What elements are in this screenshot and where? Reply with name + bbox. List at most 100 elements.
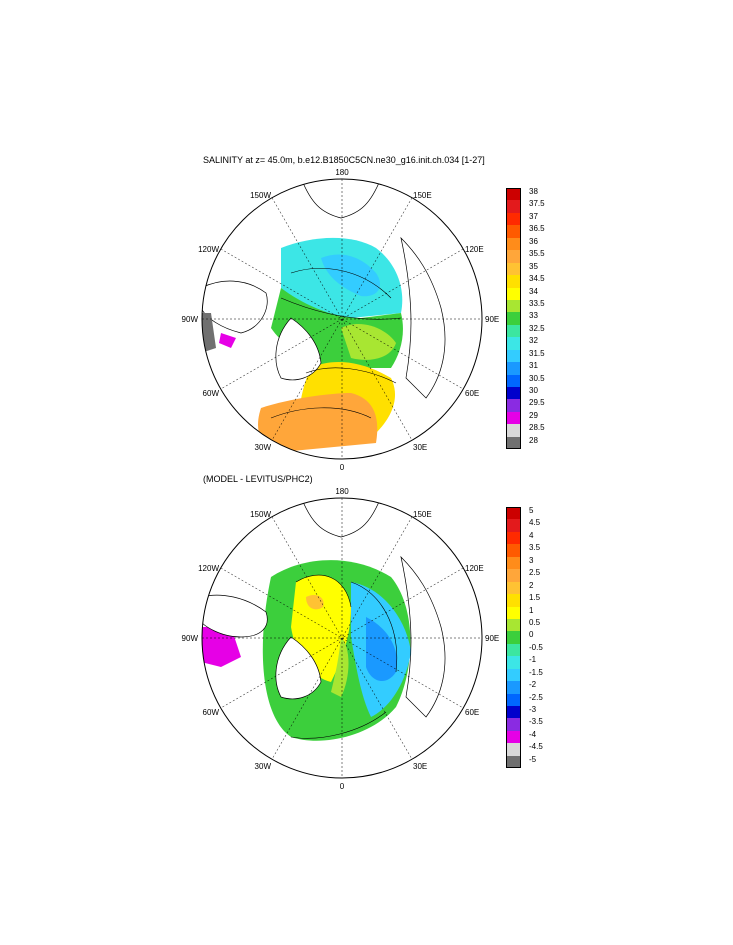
colorbar-swatch — [506, 581, 521, 595]
colorbar-entry: 4 — [506, 530, 566, 545]
colorbar-entry: 33.5 — [506, 298, 566, 313]
colorbar-label: 33.5 — [529, 298, 545, 308]
lon-label: 90W — [182, 315, 199, 324]
colorbar-entry: 37 — [506, 212, 566, 226]
colorbar-label: -5 — [529, 754, 537, 764]
colorbar-label: 32 — [529, 336, 538, 346]
lon-label: 150E — [413, 191, 432, 200]
colorbar-entry: 34 — [506, 287, 566, 300]
colorbar-entry: 3.5 — [506, 543, 566, 557]
colorbar-entry: -4 — [506, 729, 566, 744]
lon-label: 90E — [485, 634, 499, 643]
lon-label: 90W — [182, 634, 199, 643]
colorbar-label: 36 — [529, 236, 538, 246]
colorbar-entry: 29.5 — [506, 398, 566, 412]
colorbar-label: 29.5 — [529, 398, 545, 408]
colorbar-entry: 4.5 — [506, 518, 566, 532]
colorbar-entry: 1.5 — [506, 593, 566, 607]
colorbar-swatch — [506, 188, 521, 201]
colorbar-entry: 30 — [506, 386, 566, 400]
lon-label: 60W — [203, 389, 220, 398]
colorbar-label: 37.5 — [529, 199, 545, 209]
colorbar-label: -1 — [529, 655, 537, 665]
colorbar-swatch — [506, 631, 521, 644]
colorbar-swatch — [506, 519, 521, 532]
colorbar-entry: 29 — [506, 410, 566, 425]
salinity-difference-polar-map: 180 150E 120E 90E 60E 30E 0 30W 60W 90W … — [182, 487, 500, 791]
lon-label: 60E — [465, 708, 479, 717]
colorbar-entry: 2 — [506, 581, 566, 595]
colorbar-swatch — [506, 569, 521, 582]
colorbar-swatch — [506, 718, 521, 731]
colorbar-swatch — [506, 507, 521, 520]
colorbar-swatch — [506, 349, 521, 363]
colorbar-label: 5 — [529, 506, 534, 515]
colorbar-entry: 31.5 — [506, 348, 566, 363]
colorbar-entry: 35.5 — [506, 249, 566, 263]
colorbar-swatch — [506, 262, 521, 276]
colorbar-entry: 36 — [506, 236, 566, 251]
colorbar-entry: -1.5 — [506, 667, 566, 682]
colorbar-entry: -0.5 — [506, 642, 566, 657]
colorbar-entry: -5 — [506, 754, 566, 769]
colorbar-swatch — [506, 544, 521, 557]
panel-2-title: (MODEL - LEVITUS/PHC2) — [203, 474, 313, 484]
colorbar-swatch — [506, 643, 521, 657]
colorbar-label: -1.5 — [529, 667, 543, 677]
colorbar-entry: 35 — [506, 261, 566, 276]
colorbar-label: -2 — [529, 680, 537, 690]
colorbar-entry: -2.5 — [506, 692, 566, 706]
lon-label: 120E — [465, 564, 484, 573]
lon-label: 30W — [255, 762, 272, 771]
colorbar-swatch — [506, 374, 521, 387]
colorbar-swatch — [506, 668, 521, 682]
colorbar-label: 4 — [529, 530, 534, 540]
colorbar-entry: -1 — [506, 655, 566, 669]
colorbar-label: 35 — [529, 261, 538, 271]
colorbar-label: -0.5 — [529, 642, 543, 652]
colorbar-swatch — [506, 594, 521, 607]
colorbar-swatch — [506, 681, 521, 694]
colorbar-label: 31.5 — [529, 348, 545, 358]
colorbar-entry: 3 — [506, 555, 566, 570]
colorbar-entry: 1 — [506, 605, 566, 619]
colorbar-swatch — [506, 212, 521, 226]
colorbar-swatch — [506, 411, 521, 425]
difference-colorbar: 5 4.5 4 3.5 3 2.5 2 1.5 1 0.5 0 -0.5 -1 -1.5 -2 -2.5 -3 -… — [506, 506, 566, 769]
colorbar-swatch — [506, 755, 521, 769]
colorbar-label: 3.5 — [529, 543, 541, 553]
colorbar-swatch — [506, 237, 521, 251]
colorbar-label: 3 — [529, 555, 534, 565]
colorbar-swatch — [506, 606, 521, 619]
colorbar-label: 38 — [529, 187, 538, 196]
colorbar-label: -2.5 — [529, 692, 543, 702]
colorbar-swatch — [506, 275, 521, 288]
lon-label: 120W — [198, 564, 219, 573]
colorbar-entry: 0 — [506, 630, 566, 644]
colorbar-entry: -3.5 — [506, 717, 566, 731]
colorbar-entry: 28.5 — [506, 423, 566, 437]
colorbar-label: 1 — [529, 605, 534, 615]
colorbar-swatch — [506, 618, 521, 632]
colorbar-label: 28 — [529, 435, 538, 445]
panel-1-title: SALINITY at z= 45.0m, b.e12.B1850C5CN.ne… — [203, 155, 485, 165]
colorbar-entry: 36.5 — [506, 224, 566, 238]
colorbar-entry: 5 — [506, 506, 566, 520]
colorbar-entry: 32.5 — [506, 323, 566, 338]
lon-label: 150W — [250, 191, 271, 200]
colorbar-swatch — [506, 324, 521, 338]
colorbar-entry: 38 — [506, 187, 566, 201]
lon-label: 0 — [340, 463, 345, 472]
colorbar-label: 32.5 — [529, 323, 545, 333]
colorbar-entry: 0.5 — [506, 618, 566, 632]
colorbar-swatch — [506, 743, 521, 756]
colorbar-label: 29 — [529, 410, 538, 420]
lon-label: 180 — [335, 487, 349, 496]
colorbar-swatch — [506, 656, 521, 669]
colorbar-label: -4 — [529, 729, 537, 739]
colorbar-swatch — [506, 399, 521, 412]
colorbar-label: -4.5 — [529, 742, 543, 752]
colorbar-entry: 34.5 — [506, 274, 566, 288]
colorbar-label: 30.5 — [529, 373, 545, 383]
colorbar-entry: 30.5 — [506, 373, 566, 387]
